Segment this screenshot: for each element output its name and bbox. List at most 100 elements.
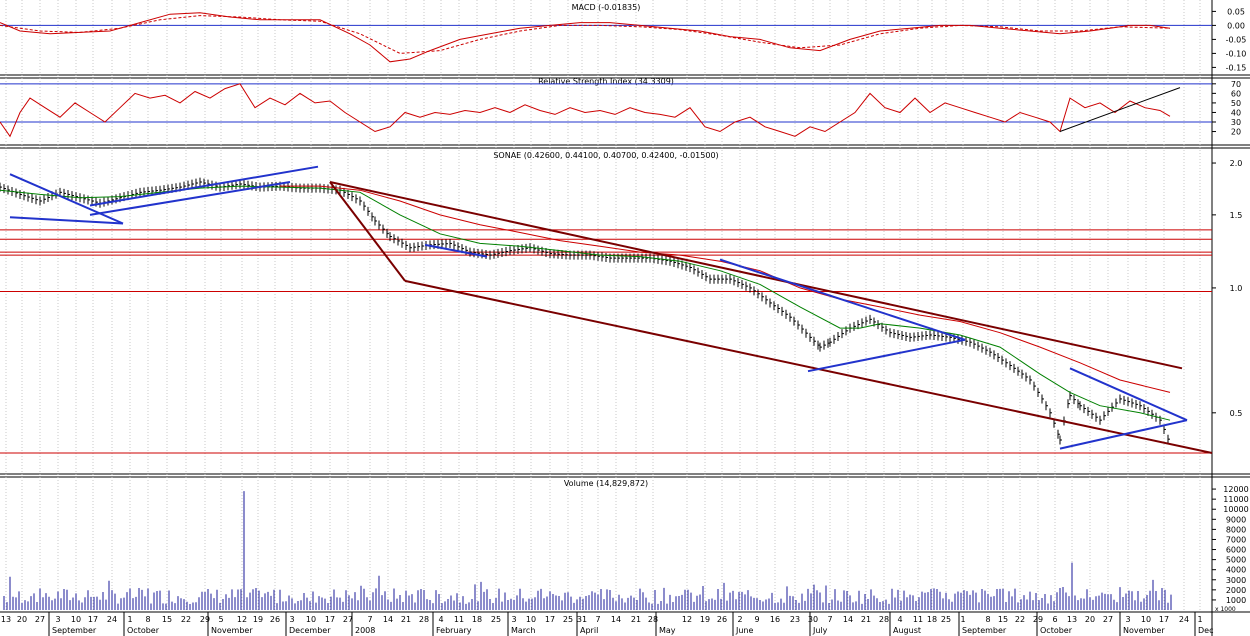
x-tick-label: 27 [343,615,353,624]
x-month-label: September [52,626,97,635]
x-tick-label: 24 [107,615,117,624]
y-tick-label: 1.0 [1230,284,1243,293]
x-tick-label: 14 [611,615,621,624]
x-tick-label: 1 [960,615,965,624]
x-tick-label: 26 [270,615,280,624]
x-month-label: April [580,626,598,635]
x-month-label: September [962,626,1007,635]
y-tick-label: 4000 [1226,566,1246,575]
x-tick-label: 17 [545,615,555,624]
x-tick-label: 14 [843,615,853,624]
y-tick-label: 6000 [1226,546,1246,555]
x-axis: 13 20 27 3 10 17 24 1 8 15 22 29 5 12 19 26 3 10 17 27 7 14 21… [1,612,1213,636]
x-tick-label: 21 [401,615,411,624]
x-tick-label: 30 [808,615,818,624]
vertical-gridlines [5,0,1201,612]
x-tick-label: 28 [648,615,658,624]
price-panel: 2.0 1.5 1.0 0.5 [0,159,1243,454]
x-tick-label: 1 [127,615,132,624]
x-tick-label: 8 [145,615,150,624]
x-tick-label: 16 [770,615,780,624]
x-tick-label: 7 [827,615,832,624]
x-tick-label: 11 [454,615,464,624]
x-tick-label: 17 [325,615,335,624]
x-tick-label: 10 [306,615,316,624]
y-tick-label: 2000 [1226,586,1246,595]
x-tick-label: 12 [237,615,247,624]
x-tick-label: 2 [737,615,742,624]
trendline [404,279,1213,454]
x-tick-label: 25 [941,615,951,624]
x-tick-label: 24 [1179,615,1189,624]
x-tick-label: 1 [1197,615,1202,624]
x-month-label: Dec [1198,626,1213,635]
y-tick-label: -0.10 [1226,49,1247,58]
trendline [9,216,124,225]
x-month-label: 2008 [355,626,375,635]
trendline [719,258,966,341]
y-tick-label: 11000 [1223,495,1248,504]
x-month-label: February [436,626,472,635]
x-tick-label: 27 [1103,615,1113,624]
x-tick-label: 9 [754,615,759,624]
x-tick-label: 25 [563,615,573,624]
y-tick-label: 8000 [1226,525,1246,534]
macd-signal-line [0,15,1171,54]
x-tick-label: 15 [162,615,172,624]
trendline [1059,419,1188,450]
x-tick-label: 10 [526,615,536,624]
x-tick-label: 4 [897,615,902,624]
x-month-label: July [812,626,828,635]
volume-title: Volume (14,829,872) [564,479,648,488]
y-tick-label: 0.5 [1230,409,1243,418]
x-tick-label: 7 [595,615,600,624]
y-tick-label: 1000 [1226,596,1246,605]
x-tick-label: 7 [367,615,372,624]
trendline [9,173,124,225]
y-tick-label: -0.15 [1226,63,1247,72]
x-tick-label: 18 [472,615,482,624]
rsi-trendline [1059,87,1181,132]
x-tick-label: 28 [419,615,429,624]
moving-average-long [280,185,1171,393]
x-tick-label: 28 [879,615,889,624]
volume-unit-label: x 1000 [1215,606,1236,613]
macd-title: MACD (-0.01835) [572,3,641,12]
x-tick-label: 4 [438,615,443,624]
y-tick-label: 2.0 [1230,159,1243,168]
x-month-label: October [127,626,160,635]
y-tick-label: 7000 [1226,535,1246,544]
x-month-label: November [1123,626,1165,635]
price-title: SONAE (0.42600, 0.44100, 0.40700, 0.4240… [493,151,718,160]
x-tick-label: 27 [35,615,45,624]
x-tick-label: 19 [253,615,263,624]
y-tick-label: 20 [1231,128,1241,137]
x-tick-label: 3 [511,615,516,624]
x-tick-label: 17 [1159,615,1169,624]
x-tick-label: 3 [1125,615,1130,624]
y-tick-label: 0.00 [1227,21,1245,30]
y-tick-label: 5000 [1226,556,1246,565]
x-tick-label: 12 [682,615,692,624]
x-tick-label: 18 [927,615,937,624]
rsi-title: Relative Strength Index (34.3309) [538,77,674,86]
x-tick-label: 22 [1015,615,1025,624]
x-tick-label: 5 [218,615,223,624]
x-tick-label: 6 [1052,615,1057,624]
x-tick-label: 3 [289,615,294,624]
macd-panel: 0.05 0.00 -0.05 -0.10 -0.15 [0,7,1246,72]
y-tick-label: 12000 [1223,485,1248,494]
x-tick-label: 13 [1067,615,1077,624]
x-month-label: November [211,626,253,635]
x-tick-label: 21 [861,615,871,624]
y-tick-label: 1.5 [1230,211,1243,220]
x-month-label: December [289,626,331,635]
y-tick-label: -0.05 [1226,35,1247,44]
y-tick-label: 9000 [1226,515,1246,524]
trendline [89,165,319,207]
